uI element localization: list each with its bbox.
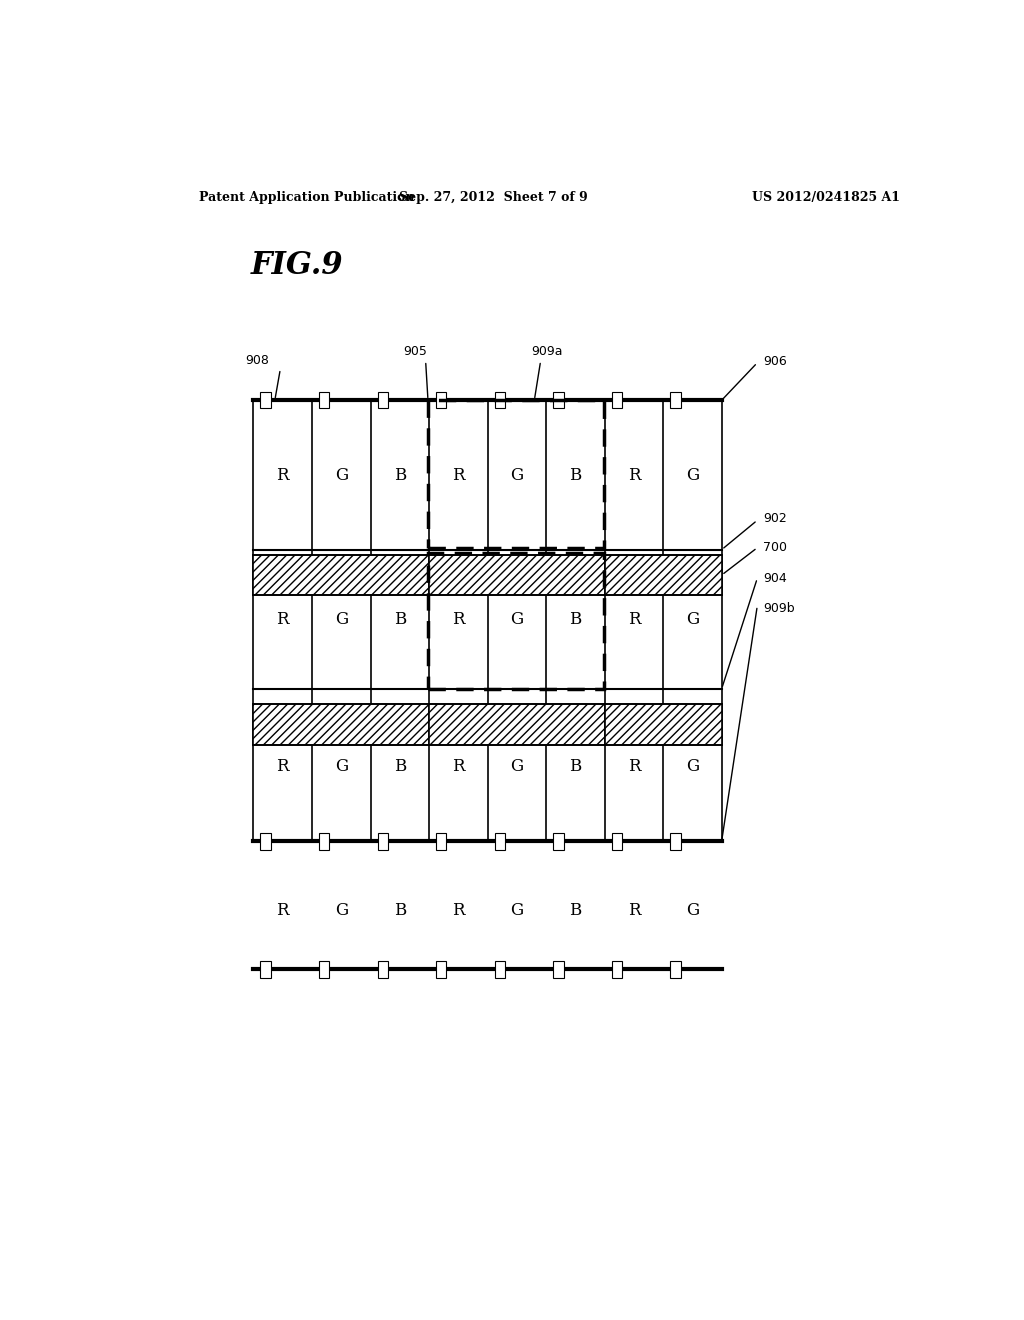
Bar	[553, 961, 563, 978]
Text: R: R	[276, 758, 289, 775]
Text: R: R	[453, 902, 465, 919]
Text: G: G	[335, 611, 348, 628]
Text: US 2012/0241825 A1: US 2012/0241825 A1	[753, 190, 900, 203]
Bar	[378, 392, 388, 408]
Bar	[319, 392, 330, 408]
Text: B: B	[393, 467, 406, 484]
Text: 908: 908	[246, 354, 269, 367]
Text: G: G	[686, 467, 699, 484]
Text: B: B	[569, 902, 582, 919]
Bar	[671, 833, 681, 850]
Bar	[436, 961, 446, 978]
Text: B: B	[393, 611, 406, 628]
Bar	[671, 961, 681, 978]
Bar	[260, 392, 270, 408]
Text: G: G	[335, 902, 348, 919]
Bar	[260, 961, 270, 978]
Bar	[495, 392, 505, 408]
Text: B: B	[569, 758, 582, 775]
Bar	[319, 833, 330, 850]
Text: FIG.9: FIG.9	[251, 249, 344, 281]
Bar	[429, 704, 605, 744]
Text: Sep. 27, 2012  Sheet 7 of 9: Sep. 27, 2012 Sheet 7 of 9	[398, 190, 588, 203]
Text: B: B	[569, 611, 582, 628]
Bar	[495, 833, 505, 850]
Bar	[436, 833, 446, 850]
Text: G: G	[686, 611, 699, 628]
Text: G: G	[686, 758, 699, 775]
Bar	[260, 833, 270, 850]
Text: R: R	[276, 902, 289, 919]
Text: G: G	[510, 467, 523, 484]
Bar	[253, 554, 429, 595]
Bar	[605, 704, 722, 744]
Text: R: R	[628, 467, 640, 484]
Text: 902: 902	[763, 512, 786, 525]
Text: Patent Application Publication: Patent Application Publication	[200, 190, 415, 203]
Bar	[378, 833, 388, 850]
Text: G: G	[335, 758, 348, 775]
Text: R: R	[628, 902, 640, 919]
Text: G: G	[510, 611, 523, 628]
Text: 906: 906	[763, 355, 786, 368]
Bar	[436, 392, 446, 408]
Text: 909b: 909b	[763, 602, 795, 615]
Bar	[253, 704, 429, 744]
Bar	[611, 833, 623, 850]
Text: B: B	[569, 467, 582, 484]
Text: 905: 905	[403, 345, 427, 358]
Text: R: R	[453, 611, 465, 628]
Bar	[671, 392, 681, 408]
Bar	[605, 554, 722, 595]
Bar	[319, 961, 330, 978]
Text: G: G	[686, 902, 699, 919]
Bar	[611, 392, 623, 408]
Text: R: R	[453, 467, 465, 484]
Bar	[553, 392, 563, 408]
Text: G: G	[510, 902, 523, 919]
Bar	[495, 961, 505, 978]
Bar	[428, 400, 604, 548]
Text: G: G	[510, 758, 523, 775]
Text: R: R	[628, 611, 640, 628]
Text: 909a: 909a	[531, 345, 563, 358]
Text: 904: 904	[763, 572, 786, 585]
Bar	[378, 961, 388, 978]
Bar	[611, 961, 623, 978]
Text: R: R	[276, 467, 289, 484]
Bar	[428, 553, 604, 689]
Text: 700: 700	[763, 541, 786, 554]
Text: R: R	[628, 758, 640, 775]
Text: R: R	[276, 611, 289, 628]
Bar	[553, 833, 563, 850]
Bar	[429, 554, 605, 595]
Text: G: G	[335, 467, 348, 484]
Text: R: R	[453, 758, 465, 775]
Text: B: B	[393, 902, 406, 919]
Text: B: B	[393, 758, 406, 775]
